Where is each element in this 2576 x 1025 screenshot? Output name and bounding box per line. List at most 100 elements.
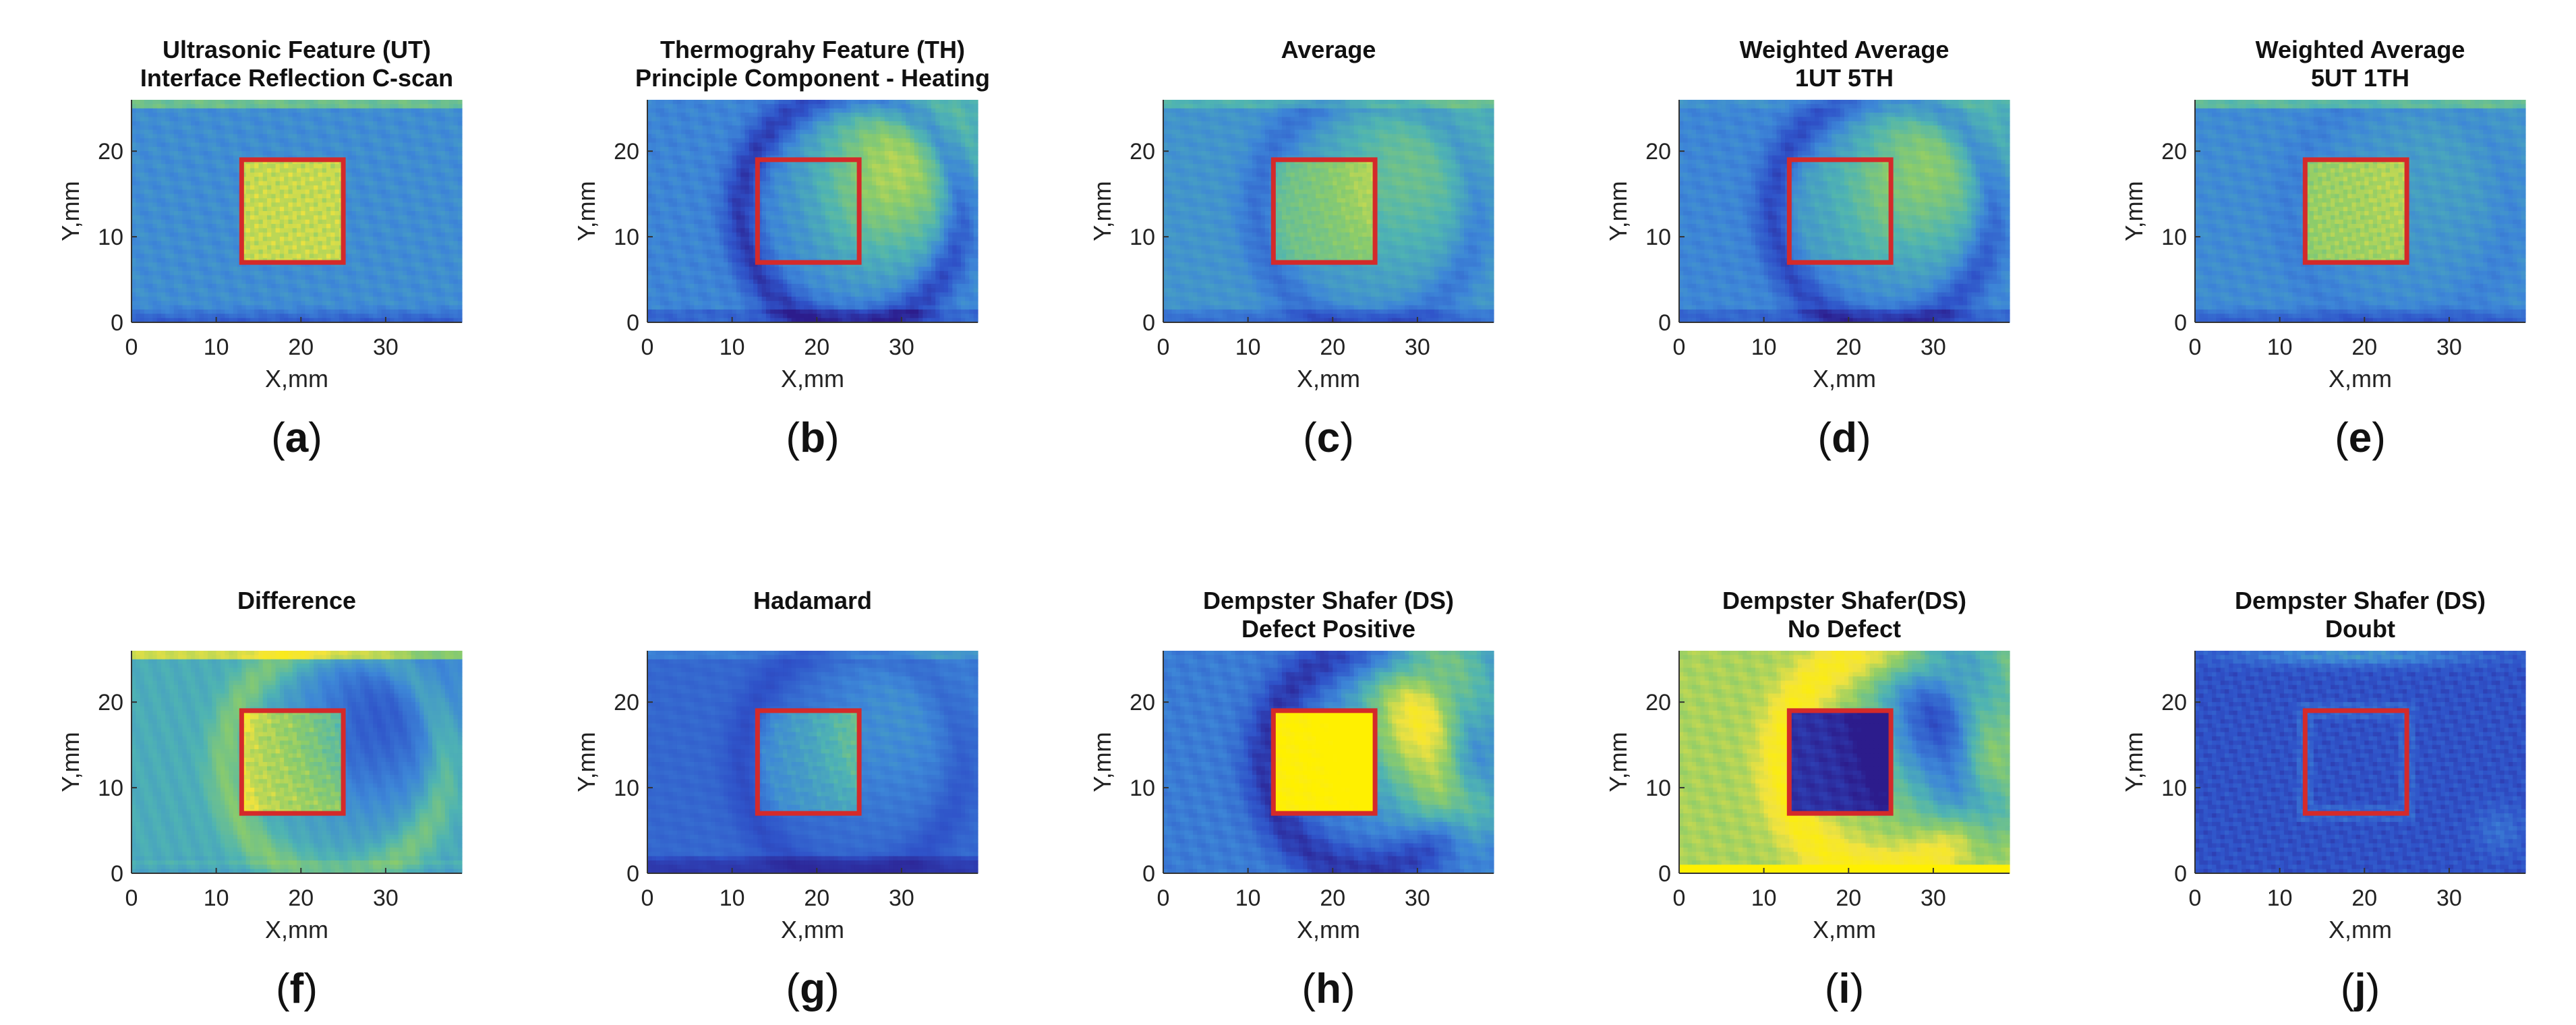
heatmap-cell <box>263 121 268 126</box>
heatmap-cell <box>415 151 420 156</box>
heatmap-cell <box>360 202 365 207</box>
heatmap-cell <box>449 164 454 169</box>
heatmap-cell <box>258 121 263 126</box>
heatmap-cell <box>191 177 196 181</box>
heatmap-cell <box>174 113 179 117</box>
heatmap-cell <box>144 138 149 143</box>
heatmap-cell <box>195 142 200 147</box>
heatmap-cell <box>411 202 416 207</box>
heatmap-cell <box>152 134 157 139</box>
heatmap-cell <box>365 181 370 186</box>
heatmap-cell <box>233 198 238 203</box>
heatmap-cell <box>284 142 289 147</box>
heatmap-cell <box>195 173 200 177</box>
heatmap-cell <box>267 125 272 130</box>
heatmap-cell <box>352 142 357 147</box>
heatmap-cell <box>237 113 242 117</box>
heatmap-cell <box>161 185 166 190</box>
heatmap-cell <box>191 185 196 190</box>
heatmap-cell <box>178 117 183 121</box>
heatmap-cell <box>310 109 314 113</box>
heatmap-cell <box>280 198 285 203</box>
heatmap-cell <box>310 129 314 134</box>
heatmap-cell <box>271 142 276 147</box>
heatmap-cell <box>178 138 183 143</box>
heatmap-cell <box>229 215 233 220</box>
heatmap-cell <box>246 109 251 113</box>
heatmap-cell <box>399 185 403 190</box>
heatmap-cell <box>225 177 229 181</box>
heatmap-cell <box>170 113 175 117</box>
heatmap-cell <box>250 147 255 152</box>
heatmap-cell <box>428 151 433 156</box>
heatmap-cell <box>293 134 297 139</box>
heatmap-cell <box>411 164 416 169</box>
heatmap-cell <box>335 202 340 207</box>
heatmap-cell <box>195 113 200 117</box>
heatmap-cell <box>428 113 433 117</box>
heatmap-cell <box>415 121 420 126</box>
heatmap-cell <box>170 211 175 216</box>
heatmap-cell <box>428 189 433 194</box>
heatmap-cell <box>382 177 386 181</box>
heatmap-cell <box>246 134 251 139</box>
heatmap-cell <box>250 194 255 199</box>
heatmap-cell <box>403 173 407 177</box>
heatmap-cell <box>419 185 424 190</box>
heatmap-cell <box>288 134 293 139</box>
heatmap-cell <box>347 142 352 147</box>
heatmap-cell <box>335 189 340 194</box>
heatmap-cell <box>386 134 390 139</box>
heatmap-cell <box>204 185 208 190</box>
heatmap-cell <box>258 211 263 216</box>
heatmap-cell <box>449 198 454 203</box>
heatmap-cells <box>131 100 463 323</box>
heatmap-cell <box>140 215 145 220</box>
heatmap-cell <box>233 113 238 117</box>
heatmap-cell <box>399 117 403 121</box>
heatmap-cell <box>458 113 463 117</box>
heatmap-cell <box>144 215 149 220</box>
heatmap-cell <box>403 134 407 139</box>
heatmap-cell <box>386 207 390 212</box>
heatmap-cell <box>322 164 327 169</box>
heatmap-cell <box>293 138 297 143</box>
heatmap-cell <box>267 129 272 134</box>
heatmap-cell <box>284 177 289 181</box>
heatmap-cell <box>152 215 157 220</box>
heatmap-cell <box>369 113 374 117</box>
heatmap-cell <box>288 164 293 169</box>
heatmap-cell <box>170 181 175 186</box>
heatmap-cell <box>178 160 183 165</box>
heatmap-cell <box>330 151 335 156</box>
heatmap-cell <box>411 129 416 134</box>
heatmap-cell <box>280 138 285 143</box>
heatmap-cell <box>288 173 293 177</box>
heatmap-cell <box>174 129 179 134</box>
heatmap-cell <box>445 173 450 177</box>
heatmap-cell <box>373 181 378 186</box>
heatmap-cell <box>293 164 297 169</box>
heatmap-cell <box>301 113 305 117</box>
heatmap-cell <box>297 125 301 130</box>
heatmap-cell <box>335 164 340 169</box>
heatmap-cell <box>250 113 255 117</box>
heatmap-cell <box>229 125 233 130</box>
heatmap-cell <box>288 109 293 113</box>
heatmap-cell <box>157 211 162 216</box>
heatmap-cell <box>148 113 153 117</box>
heatmap-cell <box>225 156 229 160</box>
heatmap-cell <box>165 211 170 216</box>
heatmap-cell <box>322 173 327 177</box>
heatmap-cell <box>407 177 411 181</box>
heatmap-cell <box>200 215 204 220</box>
heatmap-cell <box>182 109 187 113</box>
heatmap-cell <box>449 117 454 121</box>
heatmap-cell <box>148 215 153 220</box>
heatmap-cell <box>399 113 403 117</box>
heatmap-cell <box>382 134 386 139</box>
heatmap-cell <box>386 177 390 181</box>
heatmap-cell <box>390 138 394 143</box>
heatmap-cell <box>382 117 386 121</box>
